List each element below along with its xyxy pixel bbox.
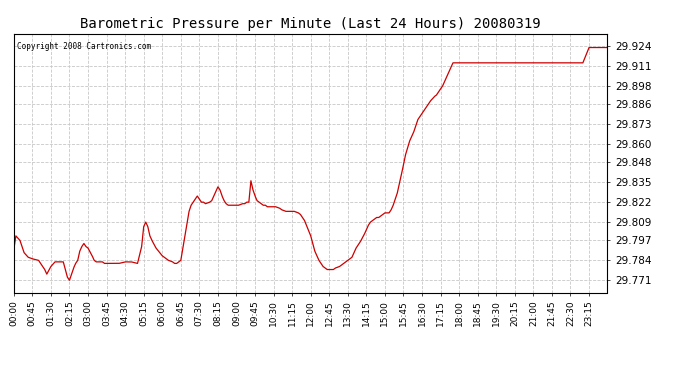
Text: Copyright 2008 Cartronics.com: Copyright 2008 Cartronics.com	[17, 42, 151, 51]
Title: Barometric Pressure per Minute (Last 24 Hours) 20080319: Barometric Pressure per Minute (Last 24 …	[80, 17, 541, 31]
